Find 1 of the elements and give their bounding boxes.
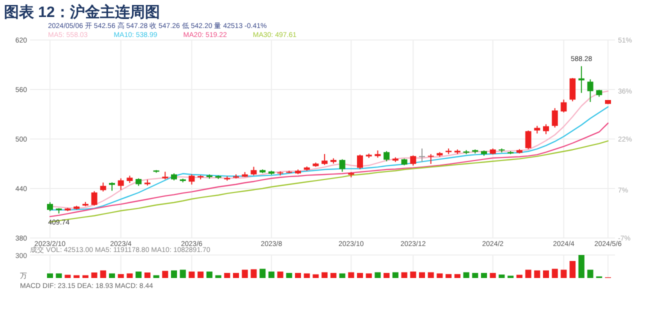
chart-title: 图表 12：沪金主连周图 <box>4 3 160 21</box>
